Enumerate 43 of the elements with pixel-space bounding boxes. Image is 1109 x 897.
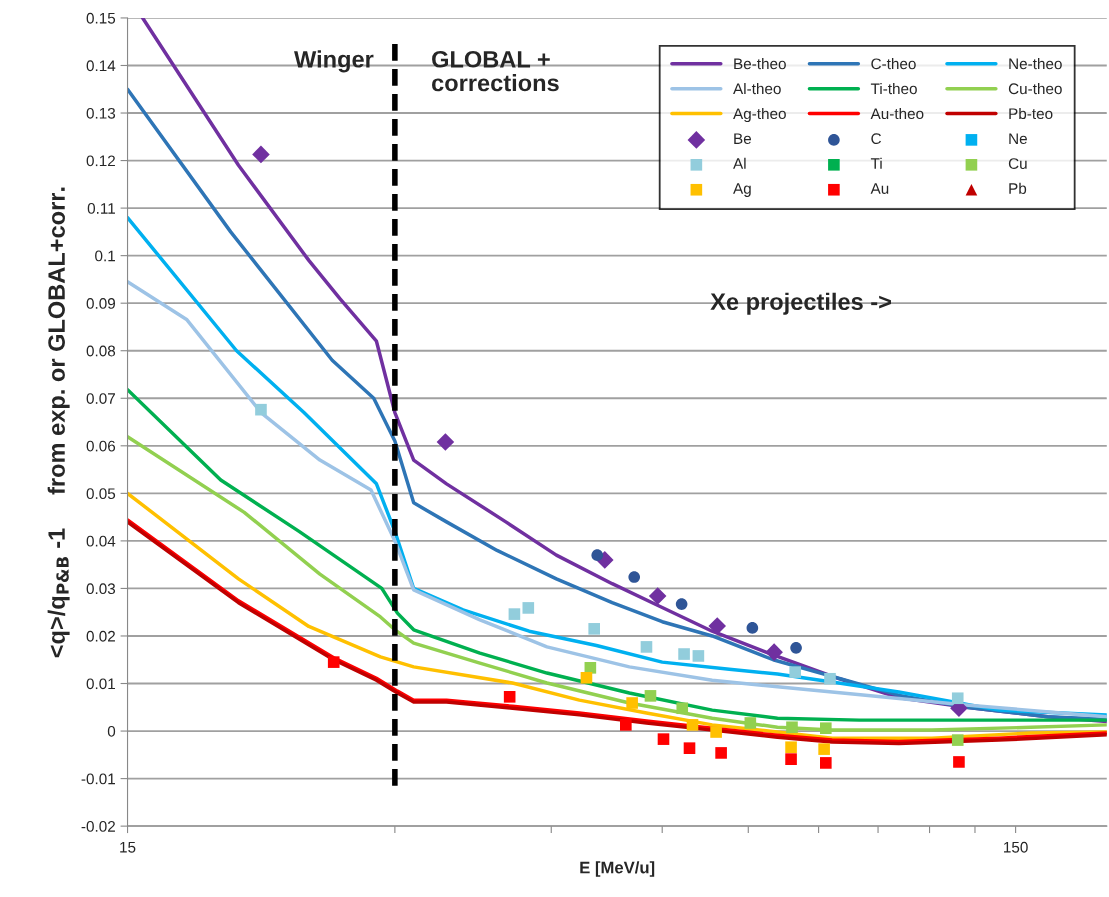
y-tick-label: 0.08 (86, 345, 116, 357)
y-tick-label: 0.1 (95, 250, 115, 262)
x-axis-title: E [MeV/u] (580, 861, 655, 877)
y-tick-label: 0.07 (86, 393, 115, 404)
y-tick-label: 0.04 (86, 535, 116, 547)
y-tick-label: 0 (107, 725, 116, 737)
y-tick-label: 0.14 (86, 60, 116, 72)
y-tick-label: -0.01 (81, 773, 115, 785)
legend-label: Al-theo (733, 82, 781, 95)
y-tick-label: 0.03 (86, 583, 116, 595)
legend-label: Ag-theo (733, 107, 786, 123)
y-tick-label: 0.12 (86, 155, 115, 167)
legend-label: Pb (1009, 182, 1027, 194)
legend-label: Al (733, 157, 746, 169)
y-tick-label: -0.02 (81, 821, 115, 832)
legend-label: C-theo (871, 58, 916, 70)
y-tick-label: 0.05 (86, 488, 116, 500)
legend-label: C (871, 133, 882, 145)
legend-label: Be (734, 133, 752, 145)
y-tick-label: 0.11 (87, 202, 115, 214)
legend-label: Ne-theo (1009, 58, 1062, 70)
y-tick-label: 0.09 (86, 298, 116, 309)
y-tick-label: 0.15 (86, 12, 116, 24)
legend-label: Au (870, 183, 889, 194)
y-tick-label: 0.02 (86, 630, 115, 642)
y-tick-label: 0.06 (86, 440, 116, 452)
legend-label: Ne (1009, 133, 1027, 145)
legend-label: Ti-theo (870, 82, 917, 95)
legend-label: Au-theo (870, 107, 924, 120)
x-tick-label: 15 (120, 841, 136, 853)
legend-label: Be-theo (734, 58, 786, 70)
y-tick-label: 0.13 (86, 107, 116, 119)
legend-label: Ti (870, 157, 882, 169)
annotation: Winger (294, 50, 374, 73)
annotation: GLOBAL + corrections (432, 50, 559, 92)
legend-label: Ag (733, 183, 751, 197)
legend-label: Cu (1008, 158, 1027, 169)
legend-label: Pb-teo (1009, 107, 1053, 120)
y-axis-title: <q>/q$_{P&B}$ -1 from exp. or GLOBAL+corr. (47, 187, 70, 658)
legend-label: Cu-theo (1008, 82, 1062, 95)
annotation: Xe projectiles -> (710, 292, 891, 315)
y-tick-label: 0.01 (86, 678, 115, 690)
x-tick-label: 150 (1004, 841, 1028, 853)
